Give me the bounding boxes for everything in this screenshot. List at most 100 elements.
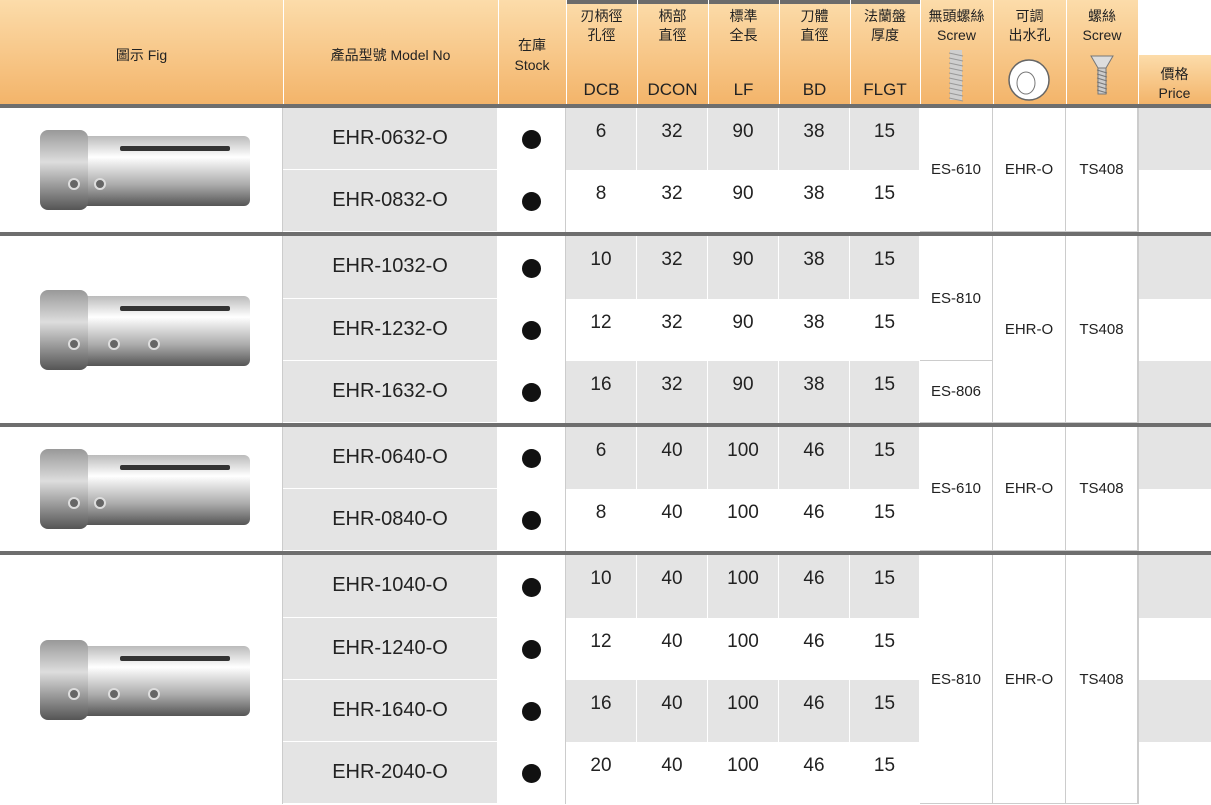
stock-dot (522, 764, 541, 784)
data-cell: 32 (637, 170, 708, 233)
stock-cell (498, 555, 566, 618)
header-label: 螺絲 (1088, 8, 1116, 24)
data-cell: 38 (779, 236, 850, 299)
data-cell: 40 (637, 489, 708, 552)
data-cell: 100 (708, 617, 779, 680)
accessory-cell: EHR-O (993, 427, 1066, 552)
product-image (30, 128, 260, 212)
stock-dot (522, 320, 541, 340)
stock-dot (522, 258, 541, 278)
product-image-graphic (40, 130, 250, 211)
stock-dot (522, 511, 541, 531)
header-label: 標準 (729, 8, 758, 24)
data-cell: 15 (850, 617, 920, 680)
data-cell: 100 (708, 742, 779, 805)
model-cell: EHR-1232-O (283, 298, 498, 361)
model-cell: EHR-0832-O (283, 170, 498, 233)
header-code: LF (733, 80, 754, 99)
price-cell (1138, 360, 1211, 423)
data-cell: 40 (637, 679, 708, 742)
accessory-cell: EHR-O (993, 108, 1066, 233)
model-cell: EHR-1240-O (283, 617, 498, 680)
screw-icon-graphic (1090, 55, 1114, 95)
stock-cell (498, 170, 566, 233)
header-bg (0, 0, 1138, 104)
data-cell: 32 (637, 298, 708, 361)
header-code: DCON (647, 80, 698, 99)
header-label: 在庫 (518, 37, 546, 53)
header-label: Screw (937, 27, 976, 43)
data-cell: 40 (637, 555, 708, 618)
data-cell: 100 (708, 427, 779, 490)
header-label: 法蘭盤 (864, 8, 906, 24)
price-cell (1138, 742, 1211, 805)
header-label: Stock (514, 57, 550, 73)
data-cell: 90 (708, 236, 779, 299)
header-label: Price (1158, 85, 1191, 101)
data-cell: 15 (850, 360, 920, 423)
model-cell: EHR-0640-O (283, 427, 498, 490)
header-divider (708, 0, 709, 104)
data-cell: 15 (850, 170, 920, 233)
model-cell: EHR-1632-O (283, 360, 498, 423)
data-cell: 12 (566, 298, 637, 361)
accessory-cell: ES-610 (920, 108, 993, 233)
header-divider (637, 0, 638, 104)
data-cell: 15 (850, 236, 920, 299)
model-cell: EHR-1640-O (283, 679, 498, 742)
product-image-graphic (40, 449, 250, 530)
stock-cell (498, 489, 566, 552)
header-divider (498, 0, 499, 104)
price-cell (1138, 489, 1211, 552)
data-cell: 38 (779, 298, 850, 361)
data-cell: 8 (566, 170, 637, 233)
set-screw-icon (944, 48, 968, 102)
data-cell: 90 (708, 170, 779, 233)
header-label: 無頭螺絲 (928, 8, 985, 24)
model-cell: EHR-1032-O (283, 236, 498, 299)
header-divider (993, 0, 994, 104)
data-cell: 15 (850, 679, 920, 742)
model-cell: EHR-0632-O (283, 108, 498, 171)
data-cell: 46 (779, 742, 850, 805)
product-image (30, 638, 260, 722)
data-cell: 40 (637, 742, 708, 805)
data-cell: 6 (566, 108, 637, 171)
figure-cell-border (0, 236, 283, 423)
model-cell: EHR-0840-O (283, 489, 498, 552)
data-cell: 32 (637, 360, 708, 423)
data-cell: 90 (708, 108, 779, 171)
data-cell: 15 (850, 742, 920, 805)
data-cell: 32 (637, 236, 708, 299)
header-divider (1066, 0, 1067, 104)
stock-dot (522, 701, 541, 721)
stock-dot (522, 639, 541, 659)
stock-dot (522, 192, 541, 212)
figure-cell-border (0, 555, 283, 805)
accessory-cell: TS408 (1066, 427, 1138, 552)
price-cell (1138, 427, 1211, 490)
header-label: 全長 (729, 27, 758, 43)
accessory-cell: TS408 (1066, 108, 1138, 233)
data-cell: 32 (637, 108, 708, 171)
data-cell: 46 (779, 679, 850, 742)
stock-cell (498, 360, 566, 423)
accessory-cell: TS408 (1066, 236, 1138, 423)
product-image-graphic (40, 639, 250, 720)
accessory-cell: ES-610 (920, 427, 993, 552)
stock-dot (522, 577, 541, 597)
data-cell: 100 (708, 679, 779, 742)
header-label: 圖示 Fig (115, 47, 168, 63)
data-cell: 100 (708, 555, 779, 618)
screw-icon (1088, 52, 1116, 100)
data-cell: 90 (708, 360, 779, 423)
data-cell: 15 (850, 298, 920, 361)
header-label: 價格 (1160, 66, 1189, 82)
header-label: 孔徑 (587, 27, 616, 43)
data-cell: 20 (566, 742, 637, 805)
nozzle-icon (1004, 58, 1054, 102)
accessory-cell: EHR-O (993, 236, 1066, 423)
accessory-cell: EHR-O (993, 555, 1066, 805)
data-cell: 15 (850, 555, 920, 618)
